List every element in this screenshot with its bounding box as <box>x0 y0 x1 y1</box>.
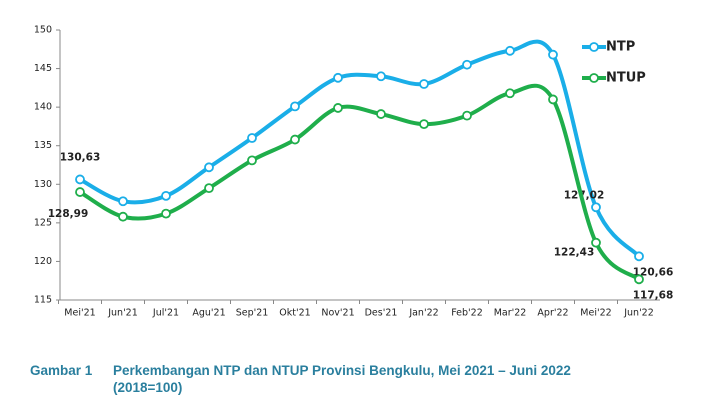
point <box>204 162 214 173</box>
x-tick-label: Apr'22 <box>537 308 568 319</box>
y-tick-label: 140 <box>34 102 52 113</box>
value-label: 128,99 <box>48 208 89 220</box>
legend-marker <box>589 73 599 83</box>
value-label: 117,68 <box>633 289 674 301</box>
x-tick-label: Jun'22 <box>623 308 654 319</box>
point <box>161 208 171 219</box>
point <box>505 88 515 99</box>
point <box>118 211 128 222</box>
series-line <box>79 39 641 258</box>
y-tick-label: 120 <box>34 256 52 267</box>
point <box>419 79 429 89</box>
point <box>505 45 515 56</box>
x-tick-label: Jan'22 <box>408 308 438 319</box>
y-tick-label: 135 <box>34 140 52 151</box>
value-label: 130,63 <box>60 151 101 163</box>
point <box>591 237 601 248</box>
chart: 115 120 125 130 135 140 145 150 Mei'21 Jun'21 Jul'… <box>34 25 674 319</box>
x-tick-label: Agu'21 <box>192 308 225 319</box>
x-tick-label: Des'21 <box>365 308 398 319</box>
caption-text: Perkembangan NTP dan NTUP Provinsi Bengk… <box>113 363 571 395</box>
point <box>333 103 343 113</box>
y-tick-label: 130 <box>34 179 52 190</box>
legend-label: NTUP <box>606 71 646 86</box>
x-tick-label: Feb'22 <box>451 308 483 319</box>
point <box>75 187 85 197</box>
point <box>247 155 257 166</box>
value-label: 120,66 <box>633 266 674 278</box>
point <box>204 183 214 194</box>
y-tick-label: 125 <box>34 217 52 228</box>
point <box>161 190 171 201</box>
x-tick-label: Jul'21 <box>152 308 179 319</box>
point <box>376 109 386 119</box>
point <box>290 101 300 112</box>
legend-marker <box>589 42 599 52</box>
legend-label: NTP <box>606 40 635 55</box>
point <box>376 71 386 82</box>
point <box>333 72 343 83</box>
y-tick-label: 150 <box>34 25 52 36</box>
point <box>247 133 257 143</box>
point <box>118 196 128 207</box>
x-tick-label: Jun'21 <box>107 308 138 319</box>
value-label: 127,02 <box>564 189 605 201</box>
y-tick-label: 145 <box>34 63 52 74</box>
x-tick-label: Sep'21 <box>236 308 269 319</box>
y-tick-label: 115 <box>34 295 52 306</box>
x-tick-label: Nov'21 <box>321 308 354 319</box>
caption-label: Gambar 1 <box>30 363 93 378</box>
point <box>634 251 644 262</box>
point <box>634 274 644 285</box>
x-tick-label: Mei'22 <box>580 308 611 319</box>
x-tick-label: Okt'21 <box>279 308 310 319</box>
point <box>548 49 558 60</box>
point <box>75 174 85 185</box>
point <box>591 202 601 213</box>
point <box>548 94 558 105</box>
point <box>462 59 472 70</box>
value-label: 122,43 <box>554 247 595 259</box>
x-tick-label: Mar'22 <box>494 308 527 319</box>
point <box>290 134 300 145</box>
x-tick-label: Mei'21 <box>64 308 95 319</box>
point <box>419 119 429 130</box>
point <box>462 110 472 121</box>
